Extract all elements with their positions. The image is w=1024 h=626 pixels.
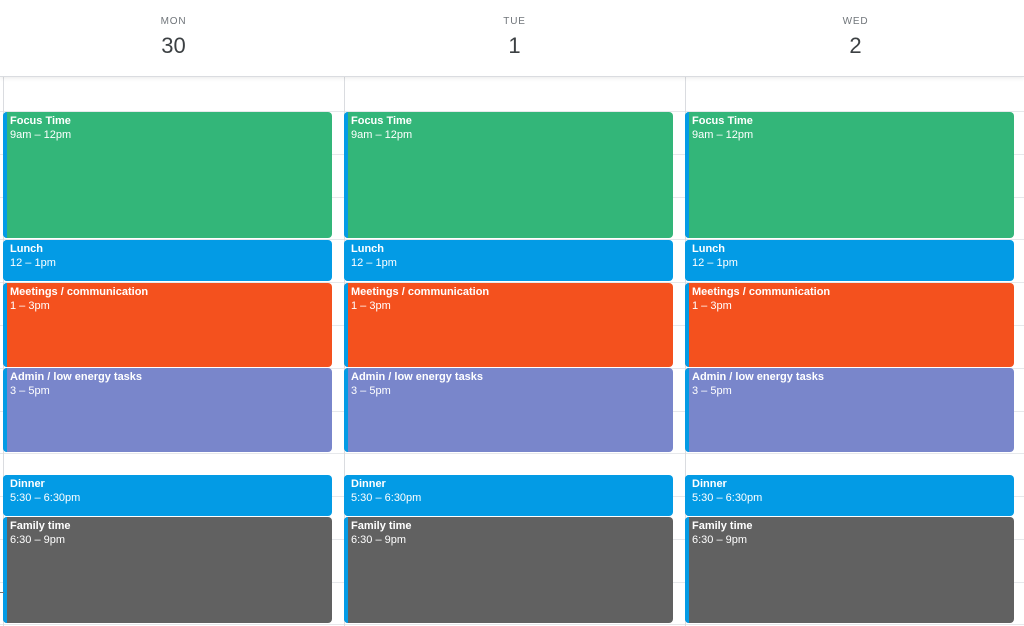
event-color-bar <box>344 240 348 281</box>
event-time: 1 – 3pm <box>351 300 391 312</box>
event-time: 1 – 3pm <box>10 300 50 312</box>
event-title: Lunch <box>692 243 725 255</box>
event-title: Family time <box>10 520 71 532</box>
day-of-week-label: WED <box>842 16 869 27</box>
event-focus-time[interactable]: Focus Time 9am – 12pm <box>685 112 1014 238</box>
event-color-bar <box>344 112 348 238</box>
event-title: Focus Time <box>351 115 412 127</box>
event-color-bar <box>685 517 689 623</box>
day-header-mon[interactable]: MON 30 <box>3 0 344 76</box>
event-title: Family time <box>692 520 753 532</box>
event-meetings-communication[interactable]: Meetings / communication 1 – 3pm <box>685 283 1014 367</box>
hour-gridline <box>0 282 1024 283</box>
event-title: Dinner <box>10 478 45 490</box>
hour-gridline <box>0 624 1024 625</box>
event-title: Lunch <box>351 243 384 255</box>
event-color-bar <box>3 283 7 367</box>
event-time: 5:30 – 6:30pm <box>10 492 81 504</box>
event-time: 12 – 1pm <box>10 257 56 269</box>
event-title: Admin / low energy tasks <box>351 371 484 383</box>
event-family-time[interactable]: Family time 6:30 – 9pm <box>344 517 673 623</box>
event-color-bar <box>685 240 689 281</box>
event-title: Admin / low energy tasks <box>692 371 825 383</box>
event-dinner[interactable]: Dinner 5:30 – 6:30pm <box>3 475 332 516</box>
event-title: Meetings / communication <box>351 286 490 298</box>
hour-gridline <box>0 239 1024 240</box>
event-title: Dinner <box>692 478 727 490</box>
event-color-bar <box>3 368 7 452</box>
event-title: Admin / low energy tasks <box>10 371 143 383</box>
event-meetings-communication[interactable]: Meetings / communication 1 – 3pm <box>3 283 332 367</box>
event-color-bar <box>3 240 7 281</box>
event-time: 3 – 5pm <box>10 385 50 397</box>
day-number[interactable]: 2 <box>849 33 862 58</box>
event-color-bar <box>344 368 348 452</box>
event-time: 6:30 – 9pm <box>351 534 407 546</box>
hour-gridline <box>0 111 1024 112</box>
event-title: Family time <box>351 520 412 532</box>
event-focus-time[interactable]: Focus Time 9am – 12pm <box>344 112 673 238</box>
event-time: 12 – 1pm <box>351 257 397 269</box>
event-dinner[interactable]: Dinner 5:30 – 6:30pm <box>685 475 1014 516</box>
event-title: Focus Time <box>692 115 753 127</box>
day-header-tue[interactable]: TUE 1 <box>344 0 685 76</box>
event-admin-low-energy-tasks[interactable]: Admin / low energy tasks 3 – 5pm <box>344 368 673 452</box>
event-title: Focus Time <box>10 115 71 127</box>
time-tick <box>0 592 4 593</box>
event-color-bar <box>685 112 689 238</box>
hour-gridline <box>0 453 1024 454</box>
day-column-mon[interactable]: Focus Time 9am – 12pm Lunch 12 – 1pm Meeting… <box>0 77 341 626</box>
event-family-time[interactable]: Family time 6:30 – 9pm <box>3 517 332 623</box>
event-color-bar <box>685 283 689 367</box>
event-lunch[interactable]: Lunch 12 – 1pm <box>344 240 673 281</box>
day-column-wed[interactable]: Focus Time 9am – 12pm Lunch 12 – 1pm Meeting… <box>682 77 1023 626</box>
event-lunch[interactable]: Lunch 12 – 1pm <box>685 240 1014 281</box>
event-time: 1 – 3pm <box>692 300 732 312</box>
event-dinner[interactable]: Dinner 5:30 – 6:30pm <box>344 475 673 516</box>
event-color-bar <box>3 475 7 516</box>
event-time: 12 – 1pm <box>692 257 738 269</box>
event-time: 5:30 – 6:30pm <box>351 492 422 504</box>
event-title: Meetings / communication <box>10 286 149 298</box>
day-number[interactable]: 1 <box>508 33 521 58</box>
event-time: 9am – 12pm <box>692 129 754 141</box>
event-color-bar <box>344 475 348 516</box>
week-header: MON 30 TUE 1 WED 2 <box>0 0 1024 77</box>
event-meetings-communication[interactable]: Meetings / communication 1 – 3pm <box>344 283 673 367</box>
event-admin-low-energy-tasks[interactable]: Admin / low energy tasks 3 – 5pm <box>3 368 332 452</box>
event-title: Lunch <box>10 243 43 255</box>
event-time: 5:30 – 6:30pm <box>692 492 763 504</box>
day-number[interactable]: 30 <box>161 33 186 58</box>
day-column-tue[interactable]: Focus Time 9am – 12pm Lunch 12 – 1pm Meeting… <box>341 77 682 626</box>
event-color-bar <box>685 368 689 452</box>
event-color-bar <box>3 112 7 238</box>
event-time: 9am – 12pm <box>351 129 413 141</box>
event-time: 3 – 5pm <box>351 385 391 397</box>
calendar-grid[interactable]: Focus Time 9am – 12pm Lunch 12 – 1pm Meeting… <box>0 58 1024 626</box>
event-time: 3 – 5pm <box>692 385 732 397</box>
event-color-bar <box>3 517 7 623</box>
event-time: 6:30 – 9pm <box>10 534 66 546</box>
day-of-week-label: TUE <box>503 16 526 27</box>
day-of-week-label: MON <box>160 16 187 27</box>
event-time: 6:30 – 9pm <box>692 534 748 546</box>
event-color-bar <box>344 517 348 623</box>
event-color-bar <box>344 283 348 367</box>
event-color-bar <box>685 475 689 516</box>
event-lunch[interactable]: Lunch 12 – 1pm <box>3 240 332 281</box>
event-admin-low-energy-tasks[interactable]: Admin / low energy tasks 3 – 5pm <box>685 368 1014 452</box>
event-focus-time[interactable]: Focus Time 9am – 12pm <box>3 112 332 238</box>
event-title: Meetings / communication <box>692 286 831 298</box>
event-time: 9am – 12pm <box>10 129 72 141</box>
event-title: Dinner <box>351 478 386 490</box>
event-family-time[interactable]: Family time 6:30 – 9pm <box>685 517 1014 623</box>
day-header-wed[interactable]: WED 2 <box>685 0 1024 76</box>
